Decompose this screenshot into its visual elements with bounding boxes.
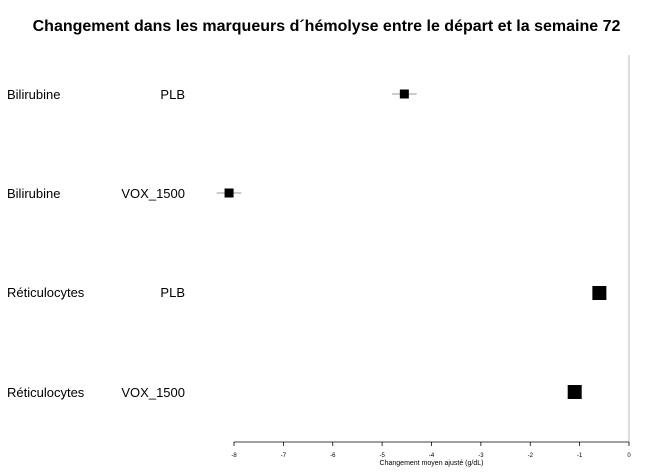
row-category-label: Bilirubine — [7, 186, 61, 201]
estimate-marker — [567, 385, 582, 399]
x-tick-label: -5 — [379, 453, 385, 459]
row-group-label: VOX_1500 — [121, 186, 185, 201]
row-category-label: Bilirubine — [7, 87, 61, 102]
row-category-label: Réticulocytes — [7, 285, 85, 300]
x-tick-label: -4 — [429, 453, 435, 459]
estimate-marker — [399, 89, 409, 99]
chart-title: Changement dans les marqueurs d´hémolyse… — [32, 18, 621, 35]
x-tick-label: -2 — [528, 453, 534, 459]
x-tick-label: 0 — [627, 453, 631, 459]
estimate-marker — [592, 286, 607, 300]
estimate-marker — [224, 188, 234, 198]
row-group-label: PLB — [160, 285, 185, 300]
x-tick-label: -7 — [281, 453, 287, 459]
x-axis-label: Changement moyen ajusté (g/dL) — [379, 460, 484, 467]
x-tick-label: -1 — [577, 453, 583, 459]
row-group-label: PLB — [160, 87, 185, 102]
x-tick-label: -3 — [478, 453, 484, 459]
x-tick-label: -6 — [330, 453, 336, 459]
row-category-label: Réticulocytes — [7, 385, 85, 400]
x-tick-label: -8 — [231, 453, 237, 459]
row-group-label: VOX_1500 — [121, 385, 185, 400]
